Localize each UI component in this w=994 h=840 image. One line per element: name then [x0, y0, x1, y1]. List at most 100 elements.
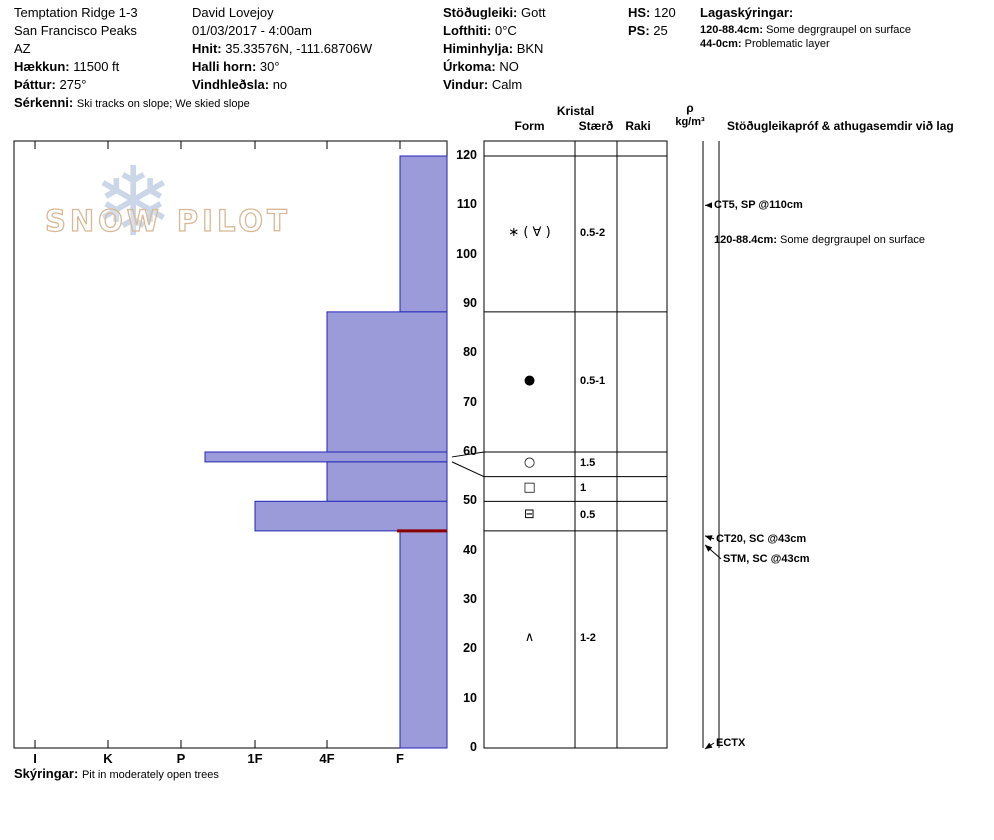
sky-row: Himinhylja: BKN	[443, 41, 543, 56]
pit-comment-text: Pit in moderately open trees	[81, 769, 219, 781]
site-notes-label: Sérkenni:	[14, 95, 74, 110]
aspect-value: 275°	[59, 77, 87, 92]
crystal-form-symbol: ●	[523, 372, 536, 388]
slope-angle-row: Halli horn: 30°	[192, 59, 280, 74]
wind-row: Vindur: Calm	[443, 77, 522, 92]
observation-datetime: 01/03/2017 - 4:00am	[192, 23, 312, 38]
sky-value: BKN	[516, 41, 544, 56]
layer-notes-title: Lagaskýringar:	[700, 5, 794, 20]
aspect-label: Þáttur:	[14, 77, 56, 92]
depth-label: 50	[463, 493, 477, 508]
hardness-axis-label: 1F	[247, 751, 263, 766]
elevation-label: Hækkun:	[14, 59, 70, 74]
crystal-form-symbol: ∗ ( ∀ )	[508, 224, 551, 240]
coords-label: Hnit:	[192, 41, 222, 56]
crystal-size: 0.5-1	[580, 374, 606, 387]
depth-label: 90	[463, 296, 477, 310]
watermark-word1: SNOW	[44, 203, 163, 238]
wind-value: Calm	[491, 77, 523, 92]
airtemp-label: Lofthiti:	[443, 23, 492, 38]
aspect-row: Þáttur: 275°	[14, 77, 86, 92]
wind-label: Vindur:	[443, 77, 489, 92]
layer-note: 120-88.4cm: Some degrgraupel on surface	[700, 24, 911, 36]
raki-column-header: Raki	[625, 119, 651, 133]
hardness-bar	[326, 311, 448, 453]
depth-label: 100	[456, 246, 477, 261]
snowpilot-logo: ❄ SNOW PILOT	[44, 154, 287, 268]
arrowhead	[705, 202, 712, 209]
hardness-axis-label: P	[176, 751, 186, 766]
crystal-form-symbol: □	[523, 480, 536, 495]
chart-line	[451, 461, 485, 478]
crystal-size: 1	[580, 482, 587, 494]
layer-note-text: Problematic layer	[744, 38, 830, 50]
crystal-form-symbol: ⊟	[524, 507, 535, 523]
observer-name: David Lovejoy	[192, 5, 274, 20]
stability-test-result: ECTX	[716, 737, 746, 749]
airtemp-value: 0°C	[495, 23, 517, 38]
depth-label: 120	[456, 148, 477, 162]
depth-label: 20	[463, 641, 477, 656]
stability-label: Stöðugleiki:	[443, 5, 518, 20]
elevation-row: Hækkun: 11500 ft	[14, 59, 119, 74]
depth-label: 80	[463, 345, 477, 360]
arrowhead	[705, 544, 713, 552]
depth-label: 70	[463, 394, 477, 409]
chart-line	[451, 451, 485, 458]
crystal-size: 1-2	[580, 632, 596, 645]
arrowhead	[705, 742, 713, 749]
hardness-bar	[254, 500, 448, 532]
airtemp-row: Lofthiti: 0°C	[443, 23, 517, 38]
depth-label: 30	[463, 592, 477, 606]
pit-comment-label: Skýringar:	[14, 766, 79, 781]
layer-note-range: 44-0cm:	[700, 38, 742, 50]
crystal-form-symbol: ∧	[524, 630, 535, 646]
hardness-axis-label: K	[103, 751, 113, 766]
pit-comment-row: Skýringar: Pit in moderately open trees	[14, 766, 219, 781]
stability-row: Stöðugleiki: Gott	[443, 5, 546, 20]
site-notes-value: Ski tracks on slope; We skied slope	[76, 98, 250, 110]
precip-value: NO	[499, 59, 519, 74]
slope-angle-value: 30°	[259, 59, 280, 74]
pit-range: San Francisco Peaks	[14, 23, 137, 38]
pit-state: AZ	[14, 41, 31, 56]
stability-test-result: STM, SC @43cm	[723, 552, 810, 565]
density-units: kg/m³	[675, 116, 705, 128]
hardness-bar	[204, 451, 448, 463]
stability-test-result: CT5, SP @110cm	[714, 199, 803, 212]
crystal-size: 0.5	[580, 509, 596, 522]
arrowhead	[705, 535, 713, 541]
watermark-word2: PILOT	[176, 203, 291, 238]
depth-label: 60	[463, 444, 477, 458]
hardness-axis-label: F	[396, 751, 404, 766]
hs-label: HS:	[628, 5, 651, 20]
windloading-value: no	[272, 77, 288, 92]
density-header: ρ	[686, 101, 694, 115]
depth-label: 110	[456, 197, 477, 212]
depth-label: 0	[470, 740, 477, 754]
ps-label: PS:	[628, 23, 650, 38]
hardness-bar	[326, 461, 448, 502]
crystal-form-symbol: ○	[523, 455, 536, 471]
snowflake-icon: ❄	[93, 146, 174, 258]
depth-label: 10	[463, 690, 477, 705]
layer-note: 44-0cm: Problematic layer	[700, 38, 830, 50]
hardness-axis-label: 4F	[319, 751, 335, 766]
watermark-text: SNOW PILOT	[44, 203, 291, 238]
hs-row: HS: 120	[628, 5, 676, 20]
elevation-value: 11500 ft	[73, 59, 120, 74]
crystal-size: 1.5	[580, 457, 596, 470]
size-column-header: Stærð	[578, 119, 614, 133]
coords-value: 35.33576N, -111.68706W	[225, 41, 373, 56]
ps-value: 25	[653, 23, 668, 38]
layer-note-range: 120-88.4cm:	[700, 24, 763, 36]
pit-title: Temptation Ridge 1-3	[14, 5, 138, 20]
stability-value: Gott	[521, 5, 546, 20]
crystal-size: 0.5-2	[580, 226, 606, 239]
hardness-axis-label: I	[33, 751, 37, 766]
windloading-label: Vindhleðsla:	[192, 77, 270, 92]
tests-column-header: Stöðugleikapróf & athugasemdir við lag	[727, 119, 954, 133]
sky-label: Himinhylja:	[443, 41, 514, 56]
